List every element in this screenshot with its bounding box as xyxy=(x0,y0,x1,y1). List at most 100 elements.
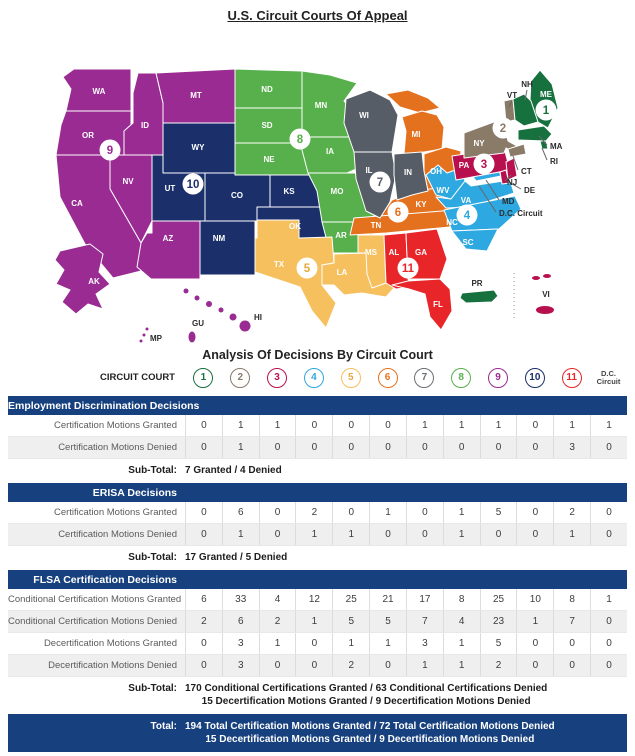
table-cell: 21 xyxy=(369,589,406,610)
table-cell: 0 xyxy=(442,437,480,458)
section-erisa: ERISA Decisions Certification Motions Gr… xyxy=(8,483,627,567)
table-cell: 1 xyxy=(442,524,480,545)
svg-text:8: 8 xyxy=(297,134,304,146)
svg-text:NC: NC xyxy=(446,218,458,227)
table-cell: 0 xyxy=(516,524,553,545)
table-cell: 1 xyxy=(442,633,480,654)
table-cell: 0 xyxy=(258,655,296,676)
summary-line: 170 Conditional Certifications Granted /… xyxy=(185,683,548,694)
summary-line: 17 Granted / 5 Denied xyxy=(185,552,288,563)
table-cell: 6 xyxy=(221,502,259,523)
svg-text:KY: KY xyxy=(415,200,427,209)
table-cell: 0 xyxy=(369,415,406,436)
svg-text:1: 1 xyxy=(543,105,550,117)
state-hi xyxy=(183,288,251,332)
table-cell: 12 xyxy=(295,589,332,610)
table-cell: 23 xyxy=(479,611,517,632)
table-cell: 0 xyxy=(590,655,627,676)
badge-circuit-10: 10 xyxy=(182,173,204,195)
svg-text:ND: ND xyxy=(261,85,273,94)
subtotal-row: Sub-Total: 7 Granted / 4 Denied xyxy=(128,465,282,476)
table-cell: 1 xyxy=(332,524,369,545)
table-cell: 2 xyxy=(185,611,222,632)
state-fl xyxy=(391,278,453,331)
svg-text:MP: MP xyxy=(150,334,163,343)
header-badge-circuit-1: 1 xyxy=(193,367,214,388)
subtotal-row: Sub-Total: 17 Granted / 5 Denied xyxy=(128,552,288,563)
badge-circuit-1: 1 xyxy=(535,99,557,121)
svg-text:WA: WA xyxy=(93,87,106,96)
table-cell: 2 xyxy=(295,502,332,523)
badge-circuit-11: 11 xyxy=(397,257,419,279)
table-cell: 1 xyxy=(258,415,296,436)
table-cell: 0 xyxy=(295,437,332,458)
table-cell: 0 xyxy=(185,437,222,458)
svg-text:MD: MD xyxy=(502,197,515,206)
table-cell: 0 xyxy=(405,524,443,545)
table-cell: 1 xyxy=(442,655,480,676)
territory-gu xyxy=(188,331,196,343)
table-cell: 0 xyxy=(516,437,553,458)
badge-circuit-6: 6 xyxy=(387,201,409,223)
svg-text:7: 7 xyxy=(377,177,383,189)
section-header-bar: ERISA Decisions xyxy=(8,483,627,502)
table-cell: 0 xyxy=(185,633,222,654)
table-cell: 0 xyxy=(590,524,627,545)
svg-text:D.C. Circuit: D.C. Circuit xyxy=(499,209,543,218)
badge-circuit-8: 8 xyxy=(289,128,311,150)
svg-text:NM: NM xyxy=(213,234,226,243)
header-badge-circuit-9: 9 xyxy=(488,367,509,388)
table-cell: 1 xyxy=(221,437,259,458)
circuit-9-region xyxy=(54,68,251,343)
section-flsa: FLSA Certification Decisions Conditional… xyxy=(8,570,627,711)
table-cell: 0 xyxy=(369,655,406,676)
svg-text:9: 9 xyxy=(107,145,113,157)
badge-circuit-4: 4 xyxy=(456,204,478,226)
state-ct xyxy=(507,143,527,158)
svg-text:NV: NV xyxy=(122,177,134,186)
svg-text:AZ: AZ xyxy=(163,234,174,243)
state-wi xyxy=(343,89,399,153)
svg-text:TX: TX xyxy=(274,260,285,269)
territory-pr xyxy=(459,289,499,304)
summary-line: 194 Total Certification Motions Granted … xyxy=(185,721,555,732)
circuit-court-label: CIRCUIT COURT xyxy=(100,372,175,383)
table-cell: 1 xyxy=(405,415,443,436)
state-mi-up xyxy=(385,89,441,114)
table-cell: 4 xyxy=(442,611,480,632)
header-badge-circuit-7: 7 xyxy=(414,367,435,388)
section-header-bar: Employment Discrimination Decisions xyxy=(8,396,627,415)
svg-text:SD: SD xyxy=(261,121,272,130)
table-title: Analysis Of Decisions By Circuit Court xyxy=(202,348,433,362)
subtotal-row: Sub-Total: 170 Conditional Certification… xyxy=(128,683,548,707)
header-badge-circuit-6: 6 xyxy=(377,367,398,388)
table-cell: 33 xyxy=(221,589,259,610)
section-header-bar: FLSA Certification Decisions xyxy=(8,570,627,589)
svg-text:PR: PR xyxy=(471,279,482,288)
decisions-table: CIRCUIT COURT 1 2 3 4 5 6 7 8 9 10 11 D.… xyxy=(8,362,627,752)
state-labels: WA OR CA NV ID MT AK AZ WY UT CO NM KS O… xyxy=(71,85,552,309)
table-cell: 0 xyxy=(295,415,332,436)
table-cell: 3 xyxy=(221,655,259,676)
svg-text:WY: WY xyxy=(192,143,206,152)
table-cell: 8 xyxy=(442,589,480,610)
table-cell: 1 xyxy=(516,611,553,632)
svg-text:10: 10 xyxy=(187,179,200,191)
svg-text:FL: FL xyxy=(433,300,443,309)
table-cell: 0 xyxy=(332,415,369,436)
svg-text:NE: NE xyxy=(263,155,275,164)
table-cell: 1 xyxy=(479,415,517,436)
table-cell: 4 xyxy=(258,589,296,610)
svg-text:WI: WI xyxy=(359,111,369,120)
svg-text:NH: NH xyxy=(521,80,533,89)
svg-text:VI: VI xyxy=(542,290,550,299)
table-cell: 0 xyxy=(516,502,553,523)
table-header-row: CIRCUIT COURT 1 2 3 4 5 6 7 8 9 10 11 D.… xyxy=(8,362,627,393)
svg-text:PA: PA xyxy=(459,161,470,170)
table-cell: 0 xyxy=(479,524,517,545)
badge-circuit-7: 7 xyxy=(369,171,391,193)
table-cell: 2 xyxy=(258,611,296,632)
